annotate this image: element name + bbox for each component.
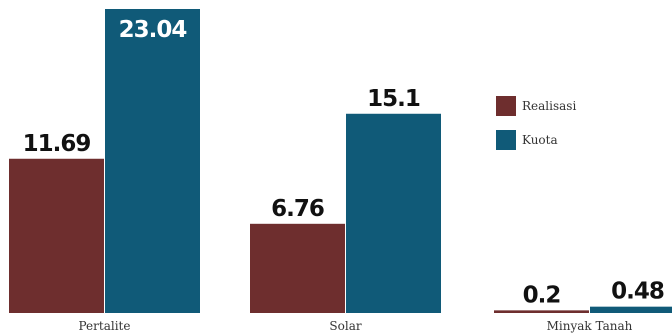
value-label-kuota-minyak-tanah: 0.48 bbox=[611, 279, 664, 305]
legend-swatch-kuota bbox=[496, 130, 516, 150]
bar-kuota-solar bbox=[346, 113, 441, 313]
value-label-kuota-pertalite: 23.04 bbox=[119, 17, 187, 43]
legend-swatch-realisasi bbox=[496, 96, 516, 116]
legend-label-realisasi: Realisasi bbox=[522, 99, 576, 113]
value-label-kuota-solar: 15.1 bbox=[367, 86, 420, 112]
value-label-realisasi-pertalite: 11.69 bbox=[23, 131, 91, 157]
legend: Realisasi Kuota bbox=[496, 96, 576, 150]
category-labels-group: Pertalite Solar Minyak Tanah bbox=[79, 319, 633, 333]
bar-realisasi-minyak-tanah bbox=[494, 310, 589, 313]
bars-group bbox=[9, 9, 672, 313]
bar-kuota-pertalite bbox=[105, 9, 200, 313]
bar-realisasi-pertalite bbox=[9, 158, 104, 313]
bar-realisasi-solar bbox=[250, 223, 345, 313]
legend-label-kuota: Kuota bbox=[522, 133, 558, 147]
value-label-realisasi-solar: 6.76 bbox=[271, 196, 324, 222]
category-label-solar: Solar bbox=[329, 319, 361, 333]
value-label-realisasi-minyak-tanah: 0.2 bbox=[523, 282, 561, 308]
category-label-minyak-tanah: Minyak Tanah bbox=[547, 319, 633, 333]
bar-kuota-minyak-tanah bbox=[590, 306, 672, 313]
value-labels-group: 11.69 23.04 6.76 15.1 0.2 0.48 bbox=[23, 17, 665, 308]
category-label-pertalite: Pertalite bbox=[79, 319, 131, 333]
